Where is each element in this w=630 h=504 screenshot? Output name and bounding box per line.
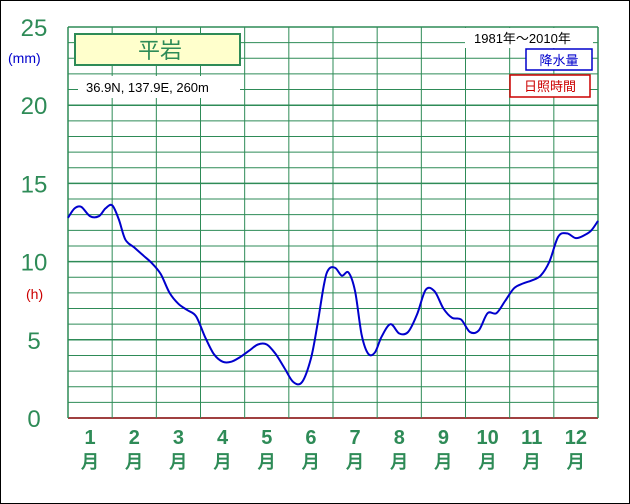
x-tick-label: 1 bbox=[85, 427, 96, 449]
x-tick-label-kanji: 月 bbox=[389, 452, 408, 473]
x-tick-label: 10 bbox=[476, 427, 498, 449]
legend-sunshine-label: 日照時間 bbox=[524, 80, 576, 95]
x-tick-label-kanji: 月 bbox=[168, 452, 187, 473]
y-tick-label: 15 bbox=[21, 171, 48, 198]
x-tick-label: 5 bbox=[261, 427, 272, 449]
precipitation-line bbox=[67, 203, 599, 386]
x-tick-label-kanji: 月 bbox=[124, 452, 143, 473]
x-tick-label-kanji: 月 bbox=[345, 452, 364, 473]
y-tick-label: 5 bbox=[27, 328, 40, 355]
y-tick-label: 20 bbox=[21, 93, 48, 120]
period-box bbox=[465, 28, 593, 48]
location-text: 36.9N, 137.9E, 260m bbox=[86, 80, 209, 95]
x-tick-label: 3 bbox=[173, 427, 184, 449]
x-tick-label: 12 bbox=[565, 427, 587, 449]
x-tick-label: 4 bbox=[217, 427, 229, 449]
x-tick-label: 7 bbox=[350, 427, 361, 449]
legend-sunshine bbox=[509, 74, 591, 98]
x-axis-labels: 1 月 2 月 3 月 4 月 5 月 6 月 7 月 8 月 9 月 10 月 11 月 12 月 bbox=[80, 427, 587, 473]
x-tick-label-kanji: 月 bbox=[80, 452, 99, 473]
grid bbox=[67, 26, 599, 419]
y-tick-label: 0 bbox=[27, 406, 40, 433]
y-tick-label: 10 bbox=[21, 250, 48, 277]
period-text: 1981年〜2010年 bbox=[474, 31, 571, 46]
x-tick-label-kanji: 月 bbox=[213, 452, 232, 473]
x-tick-label-kanji: 月 bbox=[433, 452, 452, 473]
x-tick-label: 8 bbox=[394, 427, 405, 449]
y-unit-precipitation: (mm) bbox=[8, 50, 41, 66]
y-unit-sunshine: (h) bbox=[26, 286, 43, 302]
x-tick-label-kanji: 月 bbox=[522, 452, 541, 473]
x-tick-label-kanji: 月 bbox=[478, 452, 497, 473]
title-box bbox=[74, 33, 241, 66]
x-tick-label-kanji: 月 bbox=[257, 452, 276, 473]
x-tick-label: 2 bbox=[129, 427, 140, 449]
x-tick-label: 11 bbox=[521, 427, 542, 449]
x-tick-label: 9 bbox=[438, 427, 449, 449]
x-tick-label: 6 bbox=[305, 427, 316, 449]
x-tick-label-kanji: 月 bbox=[301, 452, 320, 473]
y-axis-labels: 0 5 10 15 20 25 bbox=[21, 15, 48, 433]
legend-precipitation-label: 降水量 bbox=[539, 54, 578, 69]
legend-precipitation bbox=[525, 48, 593, 71]
location-box bbox=[78, 76, 240, 98]
chart-title: 平岩 bbox=[138, 39, 182, 64]
x-tick-label-kanji: 月 bbox=[566, 452, 585, 473]
y-tick-label: 25 bbox=[21, 15, 48, 42]
